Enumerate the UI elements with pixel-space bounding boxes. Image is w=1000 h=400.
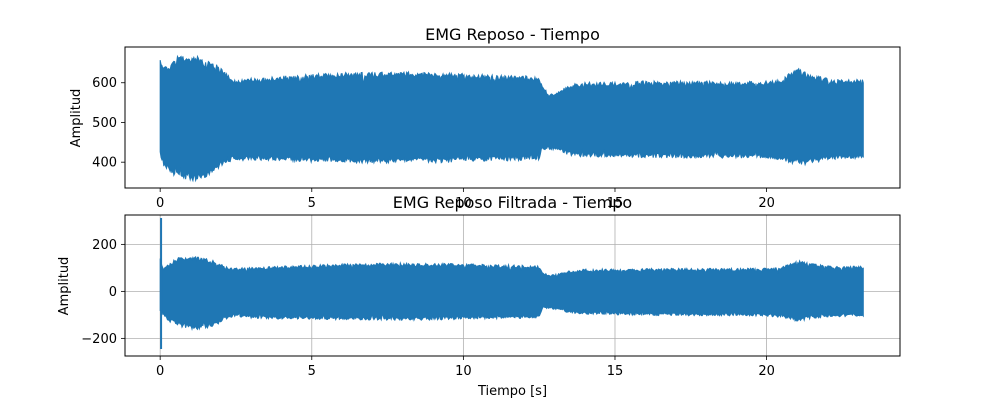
y-tick-label: 400 xyxy=(92,156,117,171)
chart-title-top: EMG Reposo - Tiempo xyxy=(425,25,600,44)
x-tick-label: 5 xyxy=(308,196,316,211)
subplot-top: 0 5 10 15 20 400 500 600 EMG Reposo - Tiempo A… xyxy=(69,25,901,211)
emg-signal-line xyxy=(159,54,864,183)
x-tick-label: 10 xyxy=(455,364,472,379)
y-tick-label: −200 xyxy=(81,332,117,347)
y-axis-label-bottom: Amplitud xyxy=(57,257,72,316)
x-axis-ticks-top: 0 5 10 15 20 xyxy=(156,188,775,211)
y-tick-label: 500 xyxy=(92,116,117,131)
x-tick-label: 20 xyxy=(758,364,775,379)
y-tick-label: 0 xyxy=(109,285,117,300)
y-axis-label-top: Amplitud xyxy=(69,89,84,148)
x-axis-ticks-bottom: 0 5 10 15 20 xyxy=(156,356,775,379)
x-tick-label: 15 xyxy=(607,364,624,379)
x-tick-label: 20 xyxy=(758,196,775,211)
x-tick-label: 15 xyxy=(607,196,624,211)
y-axis-ticks-top: 400 500 600 xyxy=(92,76,125,171)
y-tick-label: 600 xyxy=(92,76,117,91)
x-tick-label: 5 xyxy=(308,364,316,379)
x-tick-label: 10 xyxy=(455,196,472,211)
chart-title-bottom: EMG Reposo Filtrada - Tiempo xyxy=(393,193,632,212)
axes-frame-top xyxy=(124,46,901,189)
x-axis-label-bottom: Tiempo [s] xyxy=(477,384,547,399)
x-tick-label: 0 xyxy=(156,196,164,211)
y-tick-label: 200 xyxy=(92,238,117,253)
y-axis-ticks-bottom: −200 0 200 xyxy=(81,238,125,347)
axes-frame-bottom xyxy=(124,214,901,357)
emg-filtered-signal-line xyxy=(159,256,864,331)
x-tick-label: 0 xyxy=(156,364,164,379)
